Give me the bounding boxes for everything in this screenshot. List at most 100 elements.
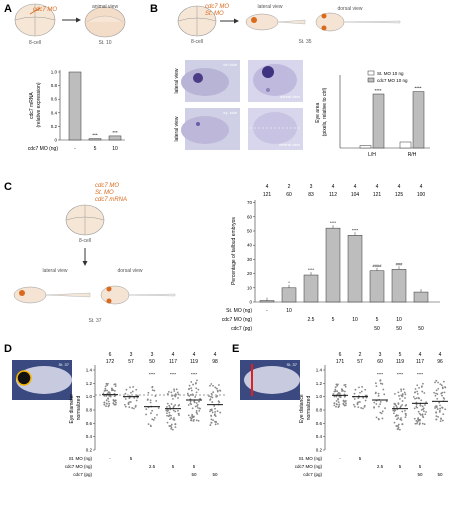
chart-a-category: 5 <box>94 146 97 152</box>
chart-e-ytick-label: 0.8 <box>316 408 323 413</box>
chart-d-point <box>103 403 106 406</box>
chart-e-point <box>440 418 442 420</box>
panel-letter-d: D <box>4 343 12 355</box>
chart-e-point <box>435 392 437 395</box>
chart-e-point <box>378 418 380 421</box>
chart-d-point <box>174 410 177 413</box>
injection-label-a: cdc7 MO <box>33 7 57 13</box>
chart-e-point <box>335 403 338 405</box>
chart-e-point <box>399 406 402 409</box>
chart-d-point <box>166 414 168 417</box>
chart-d-point <box>197 419 200 422</box>
chart-e-point <box>416 384 419 387</box>
chart-e-point <box>416 392 419 395</box>
chart-e-point <box>442 380 445 383</box>
photo-label-b-3: inj. side <box>223 110 237 115</box>
chart-e-point <box>441 419 444 422</box>
chart-c-bar <box>413 291 429 303</box>
chart-d-count-bottom: 50 <box>149 359 155 365</box>
chart-e-point <box>441 386 444 389</box>
chart-c-annotation: **** <box>308 267 315 272</box>
chart-e-point <box>418 387 420 389</box>
chart-d-point <box>124 405 127 408</box>
chart-c-count-top: 4 <box>376 184 379 190</box>
chart-b-category: R/H <box>408 152 417 158</box>
chart-e-count-bottom: 96 <box>437 359 443 365</box>
chart-d-point <box>136 394 139 397</box>
chart-d-point <box>103 401 106 404</box>
chart-d-point <box>104 389 107 392</box>
chart-e-ytick-label: 1.0 <box>316 394 323 399</box>
chart-d-point <box>104 385 107 388</box>
chart-d-point <box>210 418 213 421</box>
chart-d-point <box>172 406 175 409</box>
chart-e-point <box>420 399 423 402</box>
chart-d-point <box>210 395 212 398</box>
panel-letter-c: C <box>4 181 12 193</box>
chart-d-point <box>213 414 216 417</box>
chart-e-point <box>363 404 366 407</box>
chart-c-count-bottom: 100 <box>417 192 426 198</box>
chart-d-point <box>165 406 168 408</box>
chart-e-count-top: 4 <box>419 352 422 358</box>
chart-a-ytick-label: 0.2 <box>51 124 58 129</box>
chart-d-point <box>191 407 194 410</box>
chart-e-point <box>399 398 401 400</box>
chart-e-point <box>335 405 337 408</box>
chart-c: 4 121 2 60 3 83 4 112 4 104 4 121 4 125 4 100 0 10 20 30 40… <box>222 184 440 332</box>
chart-e-point <box>379 411 382 414</box>
chart-d-point <box>190 403 193 406</box>
chart-e-point <box>343 390 346 393</box>
chart-c-table-cell: 2.5 <box>308 317 315 323</box>
chart-e-point <box>401 423 404 426</box>
chart-d-point <box>113 389 116 392</box>
chart-d-point <box>192 383 194 386</box>
chart-e-count-top: 3 <box>379 352 382 358</box>
chart-e-point <box>418 412 421 415</box>
chart-d-point <box>147 391 150 394</box>
chart-e-point <box>377 392 380 395</box>
chart-e-point <box>423 392 426 394</box>
chart-d-point <box>178 414 180 417</box>
stage-bottom-c: St. 37 <box>88 318 101 324</box>
chart-e-point <box>353 398 356 400</box>
chart-e-point <box>440 384 443 387</box>
chart-d-point <box>209 384 211 387</box>
chart-e-point <box>400 388 402 391</box>
chart-d-point <box>166 421 169 424</box>
chart-e-point <box>381 417 384 420</box>
chart-a-category: - <box>74 146 76 152</box>
chart-d-point <box>174 426 177 429</box>
chart-e-point <box>337 401 340 404</box>
chart-e-point <box>394 409 397 412</box>
chart-e-table-cell: 2.5 <box>377 464 384 469</box>
chart-e-point <box>394 403 397 406</box>
chart-d-point <box>197 406 199 409</box>
chart-c-ytick-label: 60 <box>247 214 253 219</box>
photo-grid-b: ctrl side dorsal view inj. side ventral … <box>181 60 303 150</box>
view-left-c: lateral view <box>42 268 67 274</box>
chart-d-point <box>166 402 169 405</box>
chart-e-point <box>421 414 424 417</box>
chart-a-ytick-label: 0.6 <box>51 97 58 102</box>
chart-e-count-bottom: 117 <box>416 359 424 365</box>
chart-e-point <box>374 382 377 385</box>
chart-e-point <box>413 417 416 420</box>
chart-d-point <box>215 421 217 424</box>
chart-d-point <box>210 383 213 385</box>
chart-c-annotation: ### <box>396 261 403 266</box>
chart-e-point <box>439 420 442 422</box>
chart-b-bar <box>412 91 425 149</box>
chart-a-bar <box>88 138 102 141</box>
chart-e-point <box>434 394 437 397</box>
chart-d-point <box>197 388 200 391</box>
chart-e-ytick-label: 0.2 <box>316 448 323 453</box>
chart-d-table-cell: 5 <box>130 456 133 461</box>
chart-d-table-cell: 50 <box>212 472 218 477</box>
chart-d-point <box>128 397 131 400</box>
chart-d-table-cell: - <box>109 456 111 461</box>
chart-d-point <box>194 396 197 398</box>
chart-d-point <box>219 411 222 414</box>
panel-a: A cdc7 MO 8-cell animal view St. 10 0 0.2… <box>4 3 126 152</box>
